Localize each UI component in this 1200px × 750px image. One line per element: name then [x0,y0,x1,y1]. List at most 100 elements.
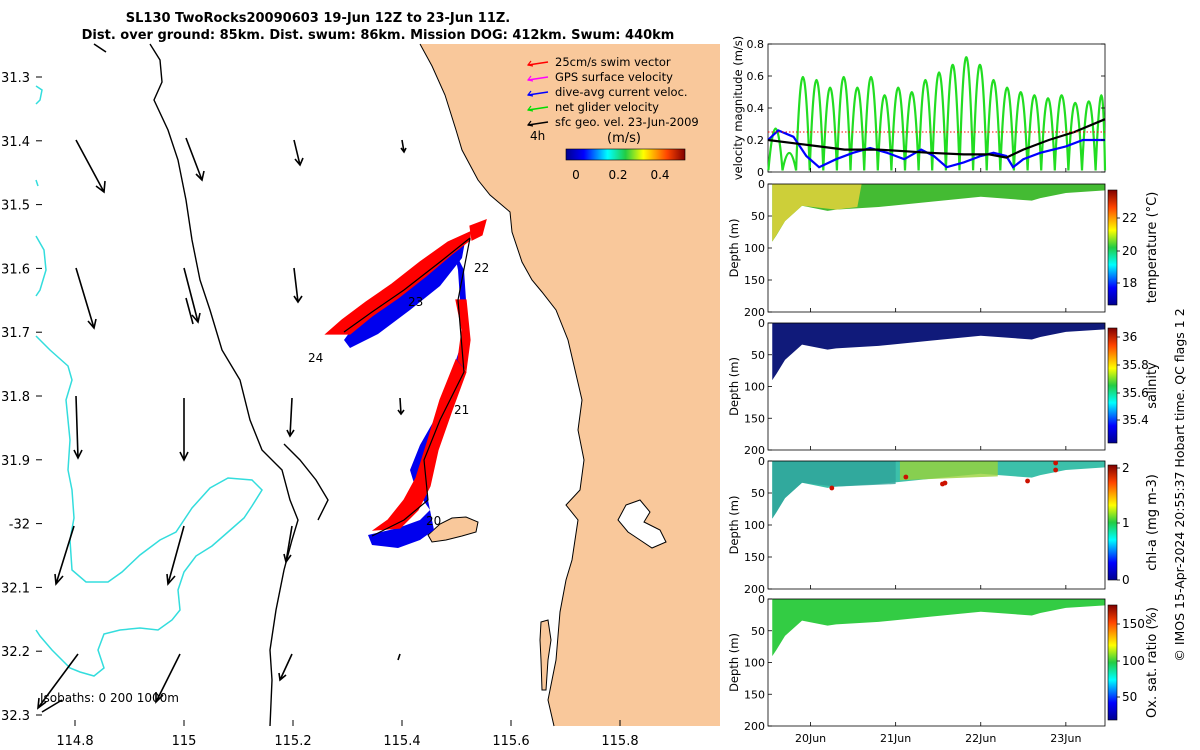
copyright-note: © IMOS 15-Apr-2024 20:55:37 Hobart time.… [1172,308,1187,661]
series-sfc-geo-vel-23-jun-2009 [767,118,1106,159]
section-chla-high [899,461,998,481]
map-xtick-label-0: 114.8 [56,734,93,749]
colorbar-tick-label: 2 [1122,461,1130,475]
track-label-24: 24 [308,351,323,365]
vel-ytick-label-1: 0.2 [747,134,765,147]
section-ytick-label: 50 [751,349,765,362]
legend-arrowhead-1 [526,75,534,82]
legend-label-4: sfc geo. vel. 23-Jun-2009 [555,115,699,129]
figure-title-line2: Dist. over ground: 85km. Dist. swum: 86k… [82,28,675,43]
map-ytick-label-8: 32.1 [1,581,30,596]
sfc-geo-velocity-arrows [37,43,407,713]
map-y-axis: 31.3 31.4 31.5 31.6 31.7 31.8 31.9 -32 32.1 32.2 3… [1,71,42,724]
section-temperature: 0 50 100 150 200 Depth (m) 18 20 22 temperature (… [727,178,1160,319]
map-ytick-label-7: -32 [9,518,30,533]
map-ytick-label-6: 31.9 [1,454,30,469]
section-ytick-label: 150 [744,274,765,287]
map-xtick-label-3: 115.4 [383,734,420,749]
section-cbar-label-oxsat: Ox. sat. ratio (%) [1145,607,1160,718]
legend-arrow-1 [527,76,549,81]
map-x-axis: 114.8 115 115.2 115.4 115.6 115.8 [56,720,639,749]
colorbar-tick-label: 35.4 [1122,413,1149,427]
colorbar-tick-label: 36 [1122,330,1137,344]
section-ylabel: Depth (m) [727,219,741,278]
colorbar-tick-label: 1 [1122,516,1130,530]
map-ytick-label-5: 31.8 [1,390,30,405]
colorbar-tick-label: 35.8 [1122,358,1149,372]
legend-arrow-0 [527,61,549,66]
colorbar-tick-label: 35.6 [1122,386,1149,400]
colorbar-units: (m/s) [607,131,641,146]
colorbar-tick-label: 0 [1122,573,1130,587]
map-xtick-label-4: 115.6 [492,734,529,749]
legend-arrowhead-0 [526,60,534,67]
vel-ytick-label-4: 0.8 [747,38,765,51]
figure-title-line1: SL130 TwoRocks20090603 19-Jun 12Z to 23-… [126,11,511,26]
map-colorbar [565,148,686,161]
colorbar-tick-label: 22 [1122,211,1137,225]
section-ylabel: Depth (m) [727,496,741,555]
series-net-glider-velocity [767,56,1107,171]
map-ytick-label-1: 31.4 [1,135,30,150]
colorbar-tick-label: 100 [1122,654,1145,668]
velocity-ylabel: velocity magnitude (m/s) [731,36,745,181]
section-colorbar-chla [1107,464,1118,581]
chla-high-point [1025,478,1030,484]
section-fill-oxsat [772,599,1105,657]
isobaths-1000m [149,43,329,727]
section-ytick-label: 100 [744,519,765,532]
map-ytick-label-10: 32.3 [1,709,30,724]
section-ytick-label: 200 [744,444,765,457]
section-ylabel: Depth (m) [727,633,741,692]
section-ytick-label: 150 [744,412,765,425]
section-ytick-label: 200 [744,583,765,596]
velocity-plot-area [767,56,1107,171]
time-tick-label-3: 23Jun [1050,732,1081,745]
map-ytick-label-0: 31.3 [1,71,30,86]
land-mass [420,44,720,726]
colorbar-tick-label: 20 [1122,244,1137,258]
track-label-21: 21 [454,403,469,417]
vel-ytick-label-0: 0 [757,166,764,179]
section-colorbar-oxsat [1107,604,1118,721]
track-label-22: 22 [474,261,489,275]
garden-island [539,619,552,691]
map-ytick-label-3: 31.6 [1,262,30,277]
section-chla: 0 50 100 150 200 Depth (m) 0 1 2 chl-a (mg m-3) [727,455,1160,596]
estuary [617,499,667,549]
section-salinity: 0 50 100 150 200 Depth (m) 35.4 35.6 35.8 36 salin… [727,317,1160,457]
vector-scale-label: 4h [530,129,545,143]
section-ytick-label: 0 [758,178,765,191]
section-ytick-label: 150 [744,551,765,564]
legend-label-0: 25cm/s swim vector [555,55,671,69]
section-colorbar-salinity [1107,327,1118,444]
colorbar-tick-label: 50 [1122,690,1137,704]
velocity-y-axis: 0 0.2 0.4 0.6 0.8 [747,38,1105,179]
section-ytick-label: 50 [751,625,765,638]
section-ytick-label: 200 [744,720,765,733]
track-label-20: 20 [426,514,441,528]
time-tick-label-2: 22Jun [965,732,996,745]
map-xtick-label-1: 115 [172,734,197,749]
map-colorbar-tick-2: 0.4 [650,168,669,182]
map-ytick-label-4: 31.7 [1,326,30,341]
legend-arrow-2 [527,91,549,96]
legend-arrow-4 [527,121,549,126]
section-warm-layer [772,184,862,242]
section-cbar-label-temperature: temperature (°C) [1145,192,1160,304]
vel-ytick-label-2: 0.4 [747,102,765,115]
legend-arrowhead-4 [526,120,534,127]
series-dive-avg-current-veloc- [767,129,1105,169]
section-cbar-label-salinity: salinity [1145,362,1160,409]
swim-vectors [324,219,487,531]
section-fill-salinity [772,323,1105,381]
legend-arrowhead-3 [526,105,534,112]
section-ytick-label: 0 [758,455,765,468]
section-ytick-label: 100 [744,657,765,670]
map-panel: 22 23 24 21 20 Isobaths: 0 200 1000m 25c… [1,43,720,749]
velocity-panel: 0 0.2 0.4 0.6 0.8 velocity magnitude (m/s) [731,36,1107,181]
map-xtick-label-2: 115.2 [274,734,311,749]
time-tick-label-1: 21Jun [880,732,911,745]
